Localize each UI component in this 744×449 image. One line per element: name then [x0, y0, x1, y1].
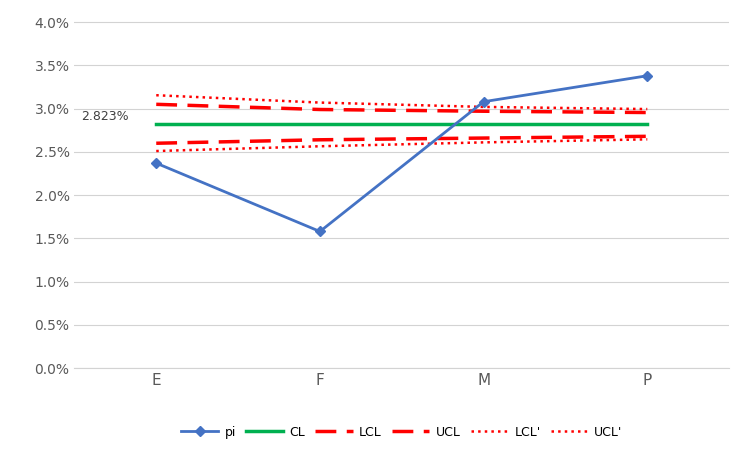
- LCL: [479, 135, 488, 141]
- UCL: [152, 101, 161, 107]
- LCL: [643, 134, 652, 139]
- CL: [315, 121, 324, 127]
- LCL: [315, 137, 324, 142]
- Line: LCL': LCL': [156, 139, 647, 151]
- pi: [315, 229, 324, 234]
- Line: UCL: UCL: [156, 104, 647, 113]
- LCL: [152, 141, 161, 146]
- UCL': [315, 100, 324, 105]
- UCL: [479, 109, 488, 114]
- LCL': [643, 136, 652, 142]
- pi: [479, 99, 488, 105]
- UCL: [315, 107, 324, 112]
- CL: [152, 121, 161, 127]
- LCL': [152, 148, 161, 154]
- CL: [479, 121, 488, 127]
- pi: [643, 73, 652, 79]
- UCL': [152, 92, 161, 98]
- UCL: [643, 110, 652, 115]
- Line: pi: pi: [153, 72, 651, 235]
- LCL': [315, 144, 324, 149]
- pi: [152, 160, 161, 166]
- Legend: pi, CL, LCL, UCL, LCL', UCL': pi, CL, LCL, UCL, LCL', UCL': [176, 421, 628, 444]
- CL: [643, 121, 652, 127]
- Text: 2.823%: 2.823%: [81, 110, 129, 123]
- UCL': [643, 106, 652, 112]
- LCL': [479, 140, 488, 145]
- UCL': [479, 104, 488, 110]
- Line: LCL: LCL: [156, 136, 647, 143]
- Line: UCL': UCL': [156, 95, 647, 109]
